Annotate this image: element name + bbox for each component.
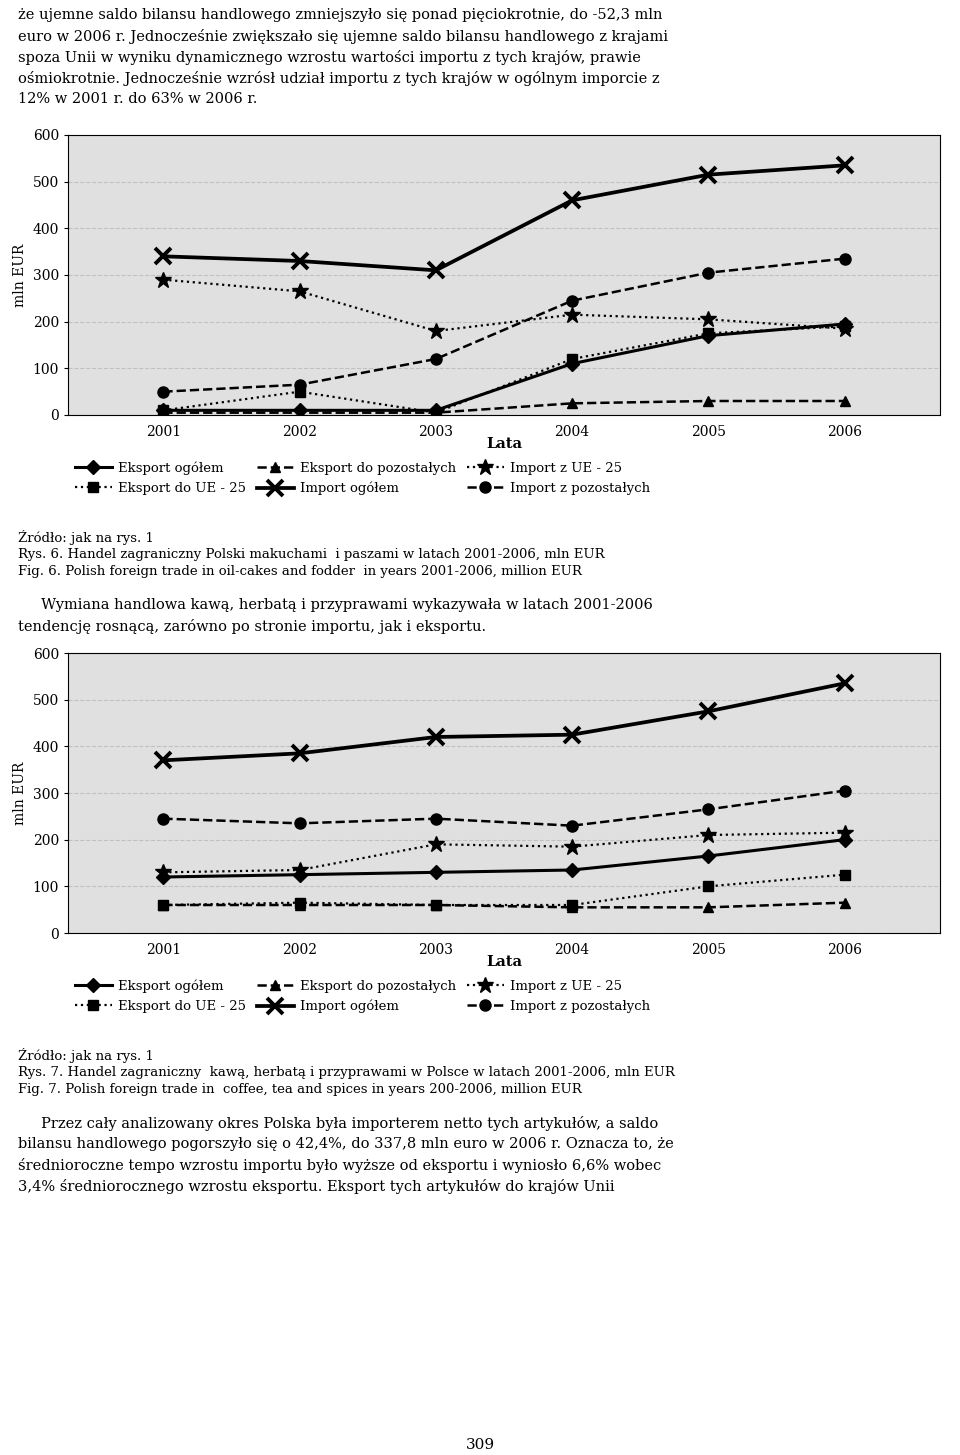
Text: ośmiokrotnie. Jednocześnie wzrósł udział importu z tych krajów w ogólnym imporci: ośmiokrotnie. Jednocześnie wzrósł udział… <box>18 71 660 86</box>
Text: Fig. 7. Polish foreign trade in  coffee, tea and spices in years 200-2006, milli: Fig. 7. Polish foreign trade in coffee, … <box>18 1083 582 1096</box>
Text: spoza Unii w wyniku dynamicznego wzrostu wartości importu z tych krajów, prawie: spoza Unii w wyniku dynamicznego wzrostu… <box>18 49 641 65</box>
Text: Źródło: jak na rys. 1: Źródło: jak na rys. 1 <box>18 530 154 546</box>
Text: Rys. 6. Handel zagraniczny Polski makuchami  i paszami w latach 2001-2006, mln E: Rys. 6. Handel zagraniczny Polski makuch… <box>18 549 605 562</box>
Text: Źródło: jak na rys. 1: Źródło: jak na rys. 1 <box>18 1048 154 1064</box>
Text: 3,4% średniorocznego wzrostu eksportu. Eksport tych artykułów do krajów Unii: 3,4% średniorocznego wzrostu eksportu. E… <box>18 1179 614 1195</box>
Text: bilansu handlowego pogorszyło się o 42,4%, do 337,8 mln euro w 2006 r. Oznacza t: bilansu handlowego pogorszyło się o 42,4… <box>18 1136 674 1151</box>
Text: Przez cały analizowany okres Polska była importerem netto tych artykułów, a sald: Przez cały analizowany okres Polska była… <box>18 1116 659 1131</box>
Text: Wymiana handlowa kawą, herbatą i przyprawami wykazywała w latach 2001-2006: Wymiana handlowa kawą, herbatą i przypra… <box>18 598 653 613</box>
Legend: Eksport ogółem, Eksport do UE - 25, Eksport do pozostałych, Import ogółem, Impor: Eksport ogółem, Eksport do UE - 25, Eksp… <box>75 979 651 1013</box>
Legend: Eksport ogółem, Eksport do UE - 25, Eksport do pozostałych, Import ogółem, Impor: Eksport ogółem, Eksport do UE - 25, Eksp… <box>75 461 651 495</box>
Text: Lata: Lata <box>486 436 522 451</box>
Text: Rys. 7. Handel zagraniczny  kawą, herbatą i przyprawami w Polsce w latach 2001-2: Rys. 7. Handel zagraniczny kawą, herbatą… <box>18 1067 675 1080</box>
Text: 12% w 2001 r. do 63% w 2006 r.: 12% w 2001 r. do 63% w 2006 r. <box>18 92 257 106</box>
Y-axis label: mln EUR: mln EUR <box>13 243 27 307</box>
Text: euro w 2006 r. Jednocześnie zwiększało się ujemne saldo bilansu handlowego z kra: euro w 2006 r. Jednocześnie zwiększało s… <box>18 29 668 44</box>
Text: Fig. 6. Polish foreign trade in oil-cakes and fodder  in years 2001-2006, millio: Fig. 6. Polish foreign trade in oil-cake… <box>18 565 582 578</box>
Text: Lata: Lata <box>486 954 522 969</box>
Text: że ujemne saldo bilansu handlowego zmniejszyło się ponad pięciokrotnie, do -52,3: że ujemne saldo bilansu handlowego zmnie… <box>18 7 662 22</box>
Text: 309: 309 <box>466 1438 494 1452</box>
Text: tendencję rosnącą, zarówno po stronie importu, jak i eksportu.: tendencję rosnącą, zarówno po stronie im… <box>18 618 486 634</box>
Y-axis label: mln EUR: mln EUR <box>13 761 27 825</box>
Text: średnioroczne tempo wzrostu importu było wyższe od eksportu i wyniosło 6,6% wobe: średnioroczne tempo wzrostu importu było… <box>18 1158 661 1173</box>
